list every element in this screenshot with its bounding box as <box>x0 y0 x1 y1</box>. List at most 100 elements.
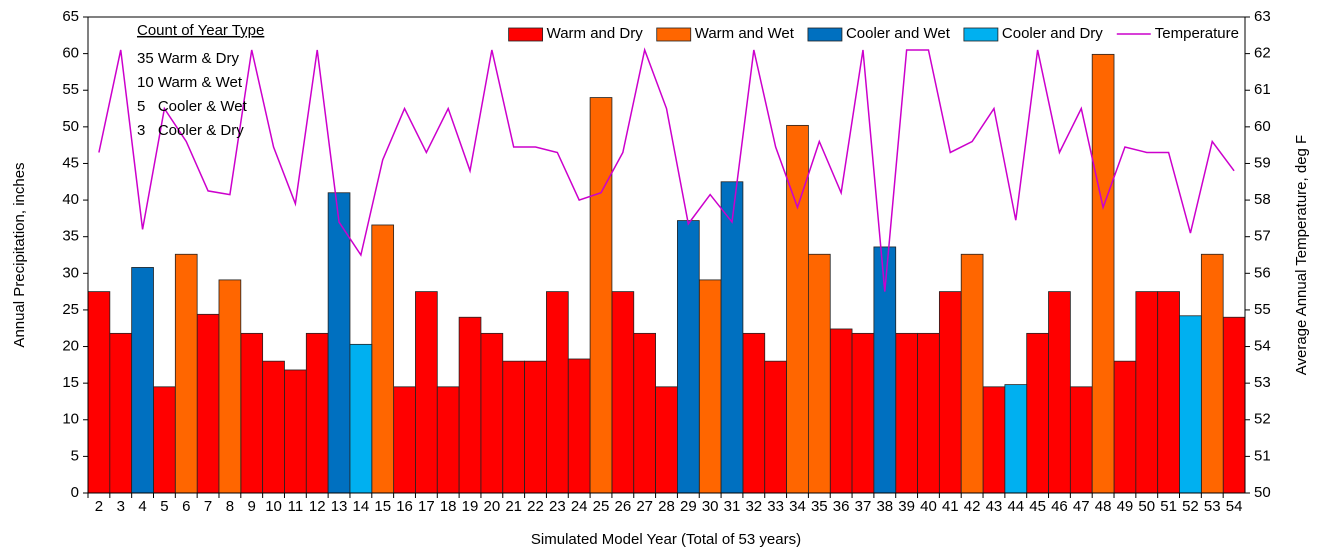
bar <box>240 332 264 494</box>
legend-swatch <box>807 27 843 42</box>
x-tick-label: 34 <box>789 498 806 515</box>
y-tick-label: 35 <box>62 228 79 245</box>
y-tick-label: 40 <box>62 191 79 208</box>
bar <box>1222 316 1246 494</box>
x-tick-label: 20 <box>484 498 501 515</box>
x-tick-label: 19 <box>462 498 479 515</box>
x-tick-label: 27 <box>636 498 653 515</box>
bar <box>1135 291 1159 494</box>
bar <box>611 291 635 494</box>
x-tick-label: 53 <box>1204 498 1221 515</box>
bar <box>567 358 591 494</box>
x-tick-label: 50 <box>1138 498 1155 515</box>
legend-swatch <box>963 27 999 42</box>
x-tick-label: 22 <box>527 498 544 515</box>
y-tick-label: 0 <box>71 484 79 501</box>
bar <box>87 291 111 494</box>
y-tick-label: 30 <box>62 264 79 281</box>
x-tick-label: 24 <box>571 498 588 515</box>
y2-tick-label: 55 <box>1254 301 1271 318</box>
y2-tick-label: 62 <box>1254 45 1271 62</box>
bar <box>1026 332 1049 494</box>
x-tick-label: 18 <box>440 498 457 515</box>
bar <box>393 386 416 494</box>
y2-tick-label: 54 <box>1254 338 1271 355</box>
legend-label: Cooler and Wet <box>846 25 951 42</box>
x-tick-label: 8 <box>226 498 234 515</box>
y2-tick-label: 50 <box>1254 484 1271 501</box>
bar <box>720 181 744 494</box>
x-tick-label: 51 <box>1160 498 1177 515</box>
bar <box>284 369 307 494</box>
x-tick-label: 46 <box>1051 498 1068 515</box>
bar <box>1113 360 1137 494</box>
x-tick-label: 54 <box>1226 498 1243 515</box>
y-tick-label: 45 <box>62 154 79 171</box>
x-tick-label: 3 <box>117 498 125 515</box>
bar <box>458 316 482 494</box>
bar <box>764 360 787 494</box>
y2-tick-label: 57 <box>1254 228 1271 245</box>
y2-tick-label: 56 <box>1254 264 1271 281</box>
bar <box>938 291 962 494</box>
y2-tick-label: 52 <box>1254 411 1271 428</box>
x-tick-label: 15 <box>374 498 391 515</box>
x-tick-label: 16 <box>396 498 413 515</box>
bar <box>305 332 329 494</box>
legend-label: Temperature <box>1155 25 1239 42</box>
bar <box>917 332 940 494</box>
x-axis-label: Simulated Model Year (Total of 53 years) <box>531 531 801 548</box>
bar <box>262 360 285 494</box>
temperature-line <box>98 47 1235 292</box>
y-tick-label: 25 <box>62 301 79 318</box>
y2-tick-label: 61 <box>1254 81 1271 98</box>
x-tick-label: 11 <box>288 498 304 515</box>
bar <box>807 253 831 494</box>
bar <box>349 343 373 494</box>
x-tick-label: 14 <box>353 498 370 515</box>
bar <box>1069 386 1093 494</box>
bar <box>327 192 351 494</box>
x-tick-label: 31 <box>724 498 741 515</box>
x-tick-label: 45 <box>1029 498 1046 515</box>
x-tick-label: 33 <box>767 498 784 515</box>
y2-axis-label: Average Annual Temperature, deg F <box>1293 135 1310 375</box>
x-tick-label: 25 <box>593 498 610 515</box>
legend-swatch <box>508 27 544 42</box>
x-tick-label: 42 <box>964 498 981 515</box>
x-tick-label: 47 <box>1073 498 1090 515</box>
y2-tick-label: 58 <box>1254 191 1271 208</box>
x-tick-label: 39 <box>898 498 915 515</box>
y2-tick-label: 60 <box>1254 118 1271 135</box>
bar <box>1048 291 1071 494</box>
bar <box>633 332 656 494</box>
y-tick-label: 65 <box>62 8 79 25</box>
x-tick-label: 9 <box>248 498 256 515</box>
bar <box>895 332 918 494</box>
x-tick-label: 35 <box>811 498 828 515</box>
x-tick-label: 7 <box>204 498 212 515</box>
x-tick-label: 48 <box>1095 498 1112 515</box>
x-tick-label: 28 <box>658 498 675 515</box>
x-tick-label: 40 <box>920 498 937 515</box>
bar <box>698 279 722 494</box>
bar <box>196 313 220 494</box>
y-tick-label: 15 <box>62 374 79 391</box>
x-tick-label: 5 <box>160 498 168 515</box>
x-tick-label: 43 <box>986 498 1003 515</box>
bar <box>589 97 613 494</box>
x-tick-label: 21 <box>505 498 522 515</box>
x-tick-label: 23 <box>549 498 566 515</box>
x-tick-label: 38 <box>876 498 893 515</box>
bar <box>829 328 853 494</box>
annotation: 3 Cooler & Dry <box>137 122 244 139</box>
x-tick-label: 26 <box>614 498 631 515</box>
bar <box>677 220 700 494</box>
y2-tick-label: 63 <box>1254 8 1271 25</box>
x-tick-label: 52 <box>1182 498 1199 515</box>
x-tick-label: 37 <box>855 498 872 515</box>
y-tick-label: 10 <box>62 411 79 428</box>
legend-label: Warm and Wet <box>695 25 795 42</box>
bar <box>851 332 875 494</box>
bar <box>524 360 547 494</box>
